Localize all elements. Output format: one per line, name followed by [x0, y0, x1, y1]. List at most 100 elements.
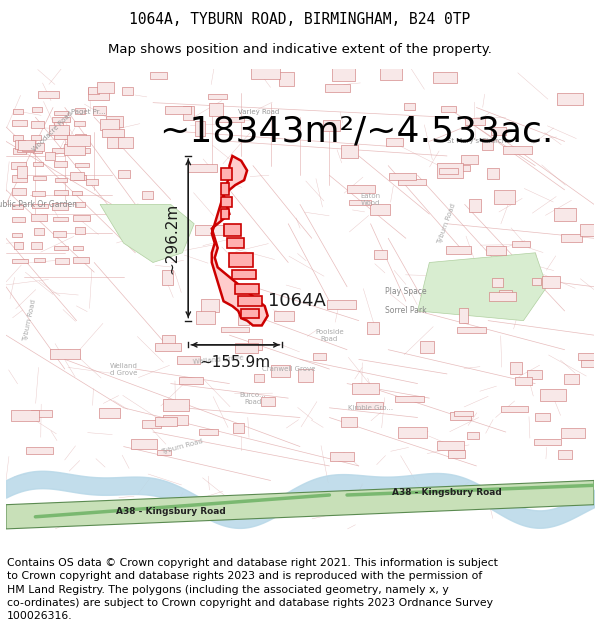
Bar — [398, 179, 427, 185]
Bar — [155, 417, 177, 426]
Bar — [33, 149, 42, 153]
Polygon shape — [232, 270, 256, 279]
Bar — [341, 145, 358, 158]
Bar — [161, 271, 173, 285]
Bar — [196, 121, 205, 136]
Polygon shape — [221, 197, 232, 207]
Bar — [469, 199, 481, 212]
Bar — [455, 165, 470, 171]
Bar — [449, 412, 472, 421]
Bar — [75, 202, 85, 207]
Text: Tyburn Road: Tyburn Road — [161, 438, 204, 455]
Bar — [54, 161, 67, 167]
Bar — [131, 439, 157, 449]
Bar — [533, 439, 562, 445]
Text: to Crown copyright and database rights 2023 and is reproduced with the permissio: to Crown copyright and database rights 2… — [7, 571, 482, 581]
Text: Sorrel Park: Sorrel Park — [385, 306, 427, 316]
Bar — [209, 103, 223, 116]
Bar — [142, 421, 161, 428]
Polygon shape — [227, 238, 244, 248]
Bar — [26, 447, 53, 454]
Polygon shape — [221, 168, 232, 180]
Bar — [122, 88, 133, 95]
Bar — [13, 205, 23, 209]
Bar — [494, 191, 515, 204]
Bar — [161, 335, 175, 346]
Bar — [33, 162, 43, 166]
Bar — [13, 148, 26, 154]
Bar — [347, 185, 375, 193]
Text: Map shows position and indicative extent of the property.: Map shows position and indicative extent… — [108, 42, 492, 56]
Bar — [22, 143, 44, 151]
Bar — [31, 214, 47, 221]
Bar — [218, 116, 244, 122]
Bar — [313, 353, 326, 360]
Bar — [433, 72, 457, 82]
Bar — [34, 176, 46, 180]
Bar — [88, 87, 99, 94]
Bar — [74, 121, 85, 126]
Bar — [14, 140, 25, 149]
Bar — [491, 127, 506, 135]
Bar — [499, 290, 512, 299]
Polygon shape — [418, 253, 547, 321]
Polygon shape — [221, 209, 229, 219]
Bar — [38, 91, 59, 98]
Bar — [13, 109, 23, 114]
Bar — [74, 175, 86, 180]
Bar — [274, 311, 294, 321]
Bar — [73, 246, 83, 250]
Bar — [72, 191, 82, 195]
Bar — [398, 428, 427, 438]
Bar — [461, 155, 478, 164]
Text: 1064A, TYBURN ROAD, BIRMINGHAM, B24 0TP: 1064A, TYBURN ROAD, BIRMINGHAM, B24 0TP — [130, 12, 470, 27]
Bar — [32, 107, 42, 112]
Bar — [328, 300, 356, 309]
Bar — [298, 369, 313, 381]
Bar — [349, 200, 371, 205]
Bar — [395, 396, 424, 402]
Bar — [97, 82, 114, 93]
Bar — [49, 124, 69, 135]
Polygon shape — [6, 481, 594, 529]
Bar — [201, 299, 219, 312]
Bar — [235, 343, 258, 353]
Bar — [532, 278, 541, 286]
Bar — [54, 246, 68, 250]
Bar — [142, 191, 152, 199]
Bar — [73, 215, 89, 221]
Bar — [448, 450, 464, 458]
Bar — [195, 225, 223, 234]
Bar — [238, 316, 249, 326]
Bar — [374, 250, 387, 259]
Text: ~18343m²/~4.533ac.: ~18343m²/~4.533ac. — [159, 115, 553, 149]
Bar — [73, 258, 89, 262]
Bar — [165, 106, 191, 114]
Bar — [503, 146, 532, 154]
Bar — [196, 311, 215, 324]
Bar — [12, 188, 26, 194]
Text: Paget Pr...: Paget Pr... — [71, 109, 106, 116]
Bar — [386, 138, 403, 146]
Bar — [13, 135, 23, 141]
Bar — [32, 204, 48, 208]
Bar — [52, 117, 70, 122]
Bar — [188, 164, 217, 172]
Bar — [437, 164, 463, 177]
Bar — [17, 166, 27, 178]
Bar — [70, 172, 83, 180]
Bar — [34, 258, 44, 262]
Text: co-ordinates) are subject to Crown copyright and database rights 2023 Ordnance S: co-ordinates) are subject to Crown copyr… — [7, 598, 493, 608]
Bar — [437, 441, 464, 451]
Bar — [54, 132, 69, 139]
Bar — [44, 152, 55, 160]
Bar — [578, 353, 600, 360]
Bar — [17, 144, 34, 152]
Bar — [55, 178, 67, 182]
Polygon shape — [212, 156, 268, 326]
Polygon shape — [238, 296, 262, 306]
Bar — [107, 137, 122, 148]
Bar — [261, 397, 275, 406]
Bar — [31, 121, 44, 128]
Bar — [535, 412, 550, 421]
